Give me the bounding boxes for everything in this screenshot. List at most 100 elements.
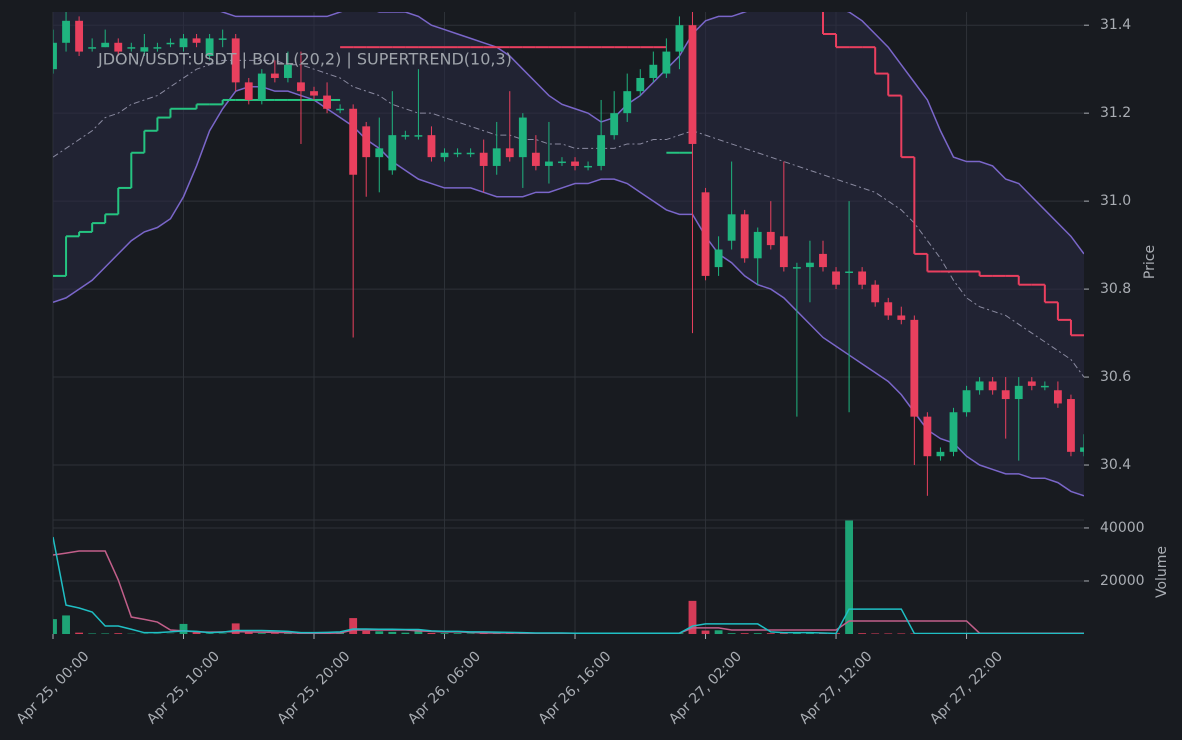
candle-body: [75, 20, 84, 52]
volume-axis-label: Volume: [1154, 546, 1170, 598]
candle-body: [140, 47, 149, 52]
candle-body: [88, 47, 97, 49]
band-fill: [53, 12, 1084, 496]
candle-body: [806, 262, 814, 268]
volume-bar: [858, 633, 867, 634]
volume-bar: [179, 623, 188, 634]
volume-bar: [53, 619, 57, 634]
volume-bar: [727, 633, 736, 634]
volume-bar: [388, 631, 397, 634]
candle-body: [571, 161, 579, 166]
candle-body: [662, 51, 671, 74]
candle-body: [244, 82, 253, 100]
candle-body: [297, 82, 305, 92]
x-tick-label: Apr 27, 22:00: [927, 648, 1006, 727]
volume-bar: [362, 630, 371, 634]
candle-body: [401, 135, 410, 137]
volume-bar: [88, 633, 97, 634]
candle-body: [740, 214, 749, 259]
volume-bar: [871, 633, 880, 634]
candle-body: [427, 135, 436, 158]
y-tick-label: 30.6: [1100, 369, 1131, 385]
candle-body: [479, 152, 488, 166]
volume-tick-label: 40000: [1100, 520, 1145, 536]
candle-body: [701, 192, 710, 276]
candle-body: [871, 284, 880, 303]
volume-bar: [884, 633, 893, 634]
volume-bar: [492, 633, 501, 634]
volume-bar: [688, 600, 697, 634]
volume-bar: [192, 632, 201, 634]
volume-bar: [75, 632, 84, 634]
chart-title: JDON/USDT:USDT | BOLL(20,2) | SUPERTREND…: [97, 50, 512, 69]
candle-body: [1027, 381, 1036, 386]
candle-body: [688, 25, 697, 144]
volume-bar: [257, 633, 266, 634]
candle-body: [53, 42, 57, 70]
candle-body: [845, 271, 854, 273]
volume-bar: [701, 630, 710, 634]
volume-line: [53, 550, 1084, 634]
candle-body: [114, 42, 123, 52]
candle-body: [558, 161, 566, 164]
volume-bar: [218, 633, 227, 634]
volume-bar: [779, 633, 788, 634]
candle-body: [819, 253, 827, 268]
x-tick-label: Apr 26, 06:00: [405, 648, 484, 727]
candle-body: [636, 77, 645, 92]
candle-body: [218, 38, 227, 40]
candle-body: [766, 231, 775, 246]
candle-body: [179, 38, 188, 48]
candle-body: [779, 236, 788, 268]
candle-body: [714, 249, 723, 268]
x-tick-label: Apr 25, 20:00: [275, 648, 354, 727]
candle-body: [923, 416, 932, 457]
volume-bar: [453, 633, 462, 634]
candle-body: [962, 390, 971, 413]
candle-body: [283, 64, 292, 78]
volume-bar: [205, 633, 214, 634]
candle-body: [310, 91, 318, 96]
volume-bar: [806, 633, 814, 634]
volume-tick-label: 20000: [1100, 573, 1145, 589]
y-tick-label: 30.8: [1100, 281, 1131, 297]
candle-body: [375, 148, 384, 158]
candle-body: [492, 148, 501, 166]
candle-body: [1040, 385, 1049, 388]
candle-body: [623, 91, 632, 114]
candle-body: [101, 42, 110, 48]
candle-body: [1001, 390, 1010, 400]
x-tick-label: Apr 27, 02:00: [666, 648, 745, 727]
candle-body: [832, 271, 840, 285]
candle-body: [949, 412, 958, 452]
y-axis-label: Price: [1142, 245, 1158, 279]
candle-body: [362, 126, 371, 158]
candle-body: [336, 108, 345, 111]
candle-body: [505, 148, 514, 158]
candle-body: [1067, 399, 1075, 452]
candle-body: [649, 64, 658, 78]
candle-body: [349, 108, 358, 175]
volume-bar: [270, 633, 279, 634]
candle-body: [897, 315, 906, 320]
candle-body: [936, 451, 945, 457]
candle-body: [205, 38, 214, 56]
candle-body: [153, 47, 162, 49]
candle-body: [166, 42, 175, 45]
volume-bar: [62, 615, 70, 634]
x-tick-label: Apr 26, 16:00: [536, 648, 615, 727]
volume-bar: [114, 633, 123, 634]
y-tick-label: 31.0: [1100, 193, 1131, 209]
candle-body: [440, 152, 449, 158]
volume-bar: [440, 633, 449, 634]
volume-bar: [479, 633, 488, 634]
candle-body: [610, 113, 619, 136]
volume-bar: [349, 618, 358, 634]
volume-bar: [714, 630, 723, 634]
candle-body: [727, 214, 736, 241]
volume-bar: [231, 623, 240, 634]
candle-body: [597, 135, 606, 166]
volume-bar: [766, 633, 775, 634]
